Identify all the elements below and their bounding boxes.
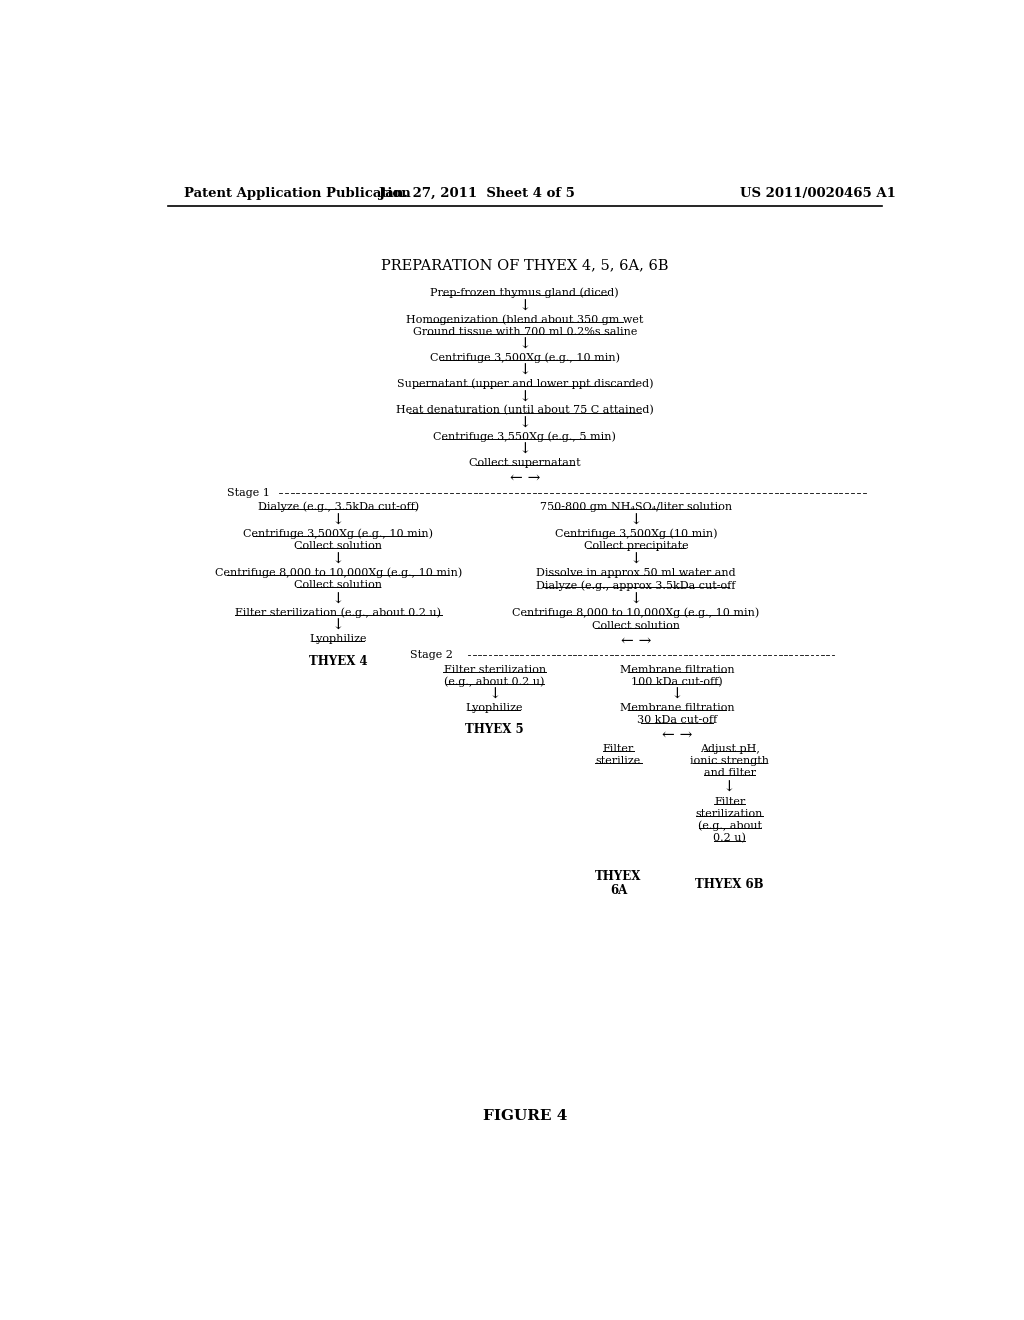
Text: Centrifuge 3,500Xg (10 min): Centrifuge 3,500Xg (10 min) bbox=[555, 528, 717, 539]
Text: ← →: ← → bbox=[662, 727, 692, 742]
Text: ↓: ↓ bbox=[630, 593, 642, 606]
Text: sterilize: sterilize bbox=[596, 756, 641, 766]
Text: ↓: ↓ bbox=[518, 364, 531, 378]
Text: Stage 2: Stage 2 bbox=[410, 651, 453, 660]
Text: Prep-frozen thymus gland (diced): Prep-frozen thymus gland (diced) bbox=[430, 288, 620, 298]
Text: US 2011/0020465 A1: US 2011/0020465 A1 bbox=[740, 187, 896, 201]
Text: Dialyze (e.g., 3.5kDa cut-off): Dialyze (e.g., 3.5kDa cut-off) bbox=[258, 502, 419, 512]
Text: Membrane filtration: Membrane filtration bbox=[620, 704, 734, 713]
Text: ↓: ↓ bbox=[630, 553, 642, 566]
Text: ↓: ↓ bbox=[518, 338, 531, 351]
Text: ↓: ↓ bbox=[332, 593, 345, 606]
Text: Filter sterilization (e.g., about 0.2 u): Filter sterilization (e.g., about 0.2 u) bbox=[236, 607, 441, 618]
Text: Filter: Filter bbox=[603, 744, 634, 754]
Text: Homogenization (blend about 350 gm wet: Homogenization (blend about 350 gm wet bbox=[407, 314, 643, 325]
Text: and filter: and filter bbox=[703, 768, 756, 779]
Text: Centrifuge 8,000 to 10,000Xg (e.g., 10 min): Centrifuge 8,000 to 10,000Xg (e.g., 10 m… bbox=[215, 568, 462, 578]
Text: THYEX: THYEX bbox=[595, 870, 642, 883]
Text: Collect solution: Collect solution bbox=[294, 541, 382, 550]
Text: ↓: ↓ bbox=[630, 513, 642, 527]
Text: ↓: ↓ bbox=[723, 780, 736, 795]
Text: ↓: ↓ bbox=[518, 417, 531, 430]
Text: Ground tissue with 700 ml 0.2%s saline: Ground tissue with 700 ml 0.2%s saline bbox=[413, 327, 637, 337]
Text: Patent Application Publication: Patent Application Publication bbox=[183, 187, 411, 201]
Text: ↓: ↓ bbox=[518, 391, 531, 404]
Text: ← →: ← → bbox=[621, 634, 651, 648]
Text: ↓: ↓ bbox=[518, 300, 531, 314]
Text: Collect precipitate: Collect precipitate bbox=[584, 541, 688, 550]
Text: Collect solution: Collect solution bbox=[294, 581, 382, 590]
Text: 100 kDa cut-off): 100 kDa cut-off) bbox=[632, 677, 723, 686]
Text: ↓: ↓ bbox=[332, 619, 345, 634]
Text: ionic strength: ionic strength bbox=[690, 756, 769, 766]
Text: 6A: 6A bbox=[610, 883, 627, 896]
Text: PREPARATION OF THYEX 4, 5, 6A, 6B: PREPARATION OF THYEX 4, 5, 6A, 6B bbox=[381, 259, 669, 272]
Text: Centrifuge 3,500Xg (e.g., 10 min): Centrifuge 3,500Xg (e.g., 10 min) bbox=[244, 528, 433, 539]
Text: Adjust pH,: Adjust pH, bbox=[699, 744, 760, 754]
Text: THYEX 4: THYEX 4 bbox=[309, 655, 368, 668]
Text: (e.g., about 0.2 u): (e.g., about 0.2 u) bbox=[444, 677, 545, 688]
Text: Collect solution: Collect solution bbox=[592, 620, 680, 631]
Text: Filter sterilization: Filter sterilization bbox=[443, 665, 546, 675]
Text: Supernatant (upper and lower ppt discarded): Supernatant (upper and lower ppt discard… bbox=[396, 379, 653, 389]
Text: Filter: Filter bbox=[714, 797, 745, 807]
Text: Stage 1: Stage 1 bbox=[227, 488, 273, 498]
Text: ↓: ↓ bbox=[671, 688, 684, 702]
Text: FIGURE 4: FIGURE 4 bbox=[482, 1109, 567, 1123]
Text: THYEX 5: THYEX 5 bbox=[465, 723, 524, 737]
Text: Jan. 27, 2011  Sheet 4 of 5: Jan. 27, 2011 Sheet 4 of 5 bbox=[379, 187, 575, 201]
Text: Lyophilize: Lyophilize bbox=[466, 704, 523, 713]
Text: Dissolve in approx 50 ml water and: Dissolve in approx 50 ml water and bbox=[537, 568, 735, 578]
Text: Dialyze (e.g., approx 3.5kDa cut-off: Dialyze (e.g., approx 3.5kDa cut-off bbox=[537, 579, 735, 590]
Text: Centrifuge 3,550Xg (e.g., 5 min): Centrifuge 3,550Xg (e.g., 5 min) bbox=[433, 432, 616, 442]
Text: Heat denaturation (until about 75 C attained): Heat denaturation (until about 75 C atta… bbox=[396, 405, 653, 416]
Text: ↓: ↓ bbox=[488, 688, 501, 702]
Text: (e.g., about: (e.g., about bbox=[697, 821, 762, 832]
Text: Membrane filtration: Membrane filtration bbox=[620, 665, 734, 675]
Text: sterilization: sterilization bbox=[696, 809, 763, 818]
Text: 0.2 u): 0.2 u) bbox=[713, 833, 746, 843]
Text: 750-800 gm NH₄SO₄/liter solution: 750-800 gm NH₄SO₄/liter solution bbox=[540, 502, 732, 512]
Text: ↓: ↓ bbox=[332, 553, 345, 566]
Text: Collect supernatant: Collect supernatant bbox=[469, 458, 581, 469]
Text: ← →: ← → bbox=[510, 470, 540, 484]
Text: THYEX 6B: THYEX 6B bbox=[695, 878, 764, 891]
Text: Lyophilize: Lyophilize bbox=[309, 634, 367, 644]
Text: ↓: ↓ bbox=[332, 513, 345, 527]
Text: Centrifuge 8,000 to 10,000Xg (e.g., 10 min): Centrifuge 8,000 to 10,000Xg (e.g., 10 m… bbox=[512, 607, 760, 618]
Text: ↓: ↓ bbox=[518, 444, 531, 457]
Text: 30 kDa cut-off: 30 kDa cut-off bbox=[637, 715, 717, 726]
Text: Centrifuge 3,500Xg (e.g., 10 min): Centrifuge 3,500Xg (e.g., 10 min) bbox=[430, 352, 620, 363]
